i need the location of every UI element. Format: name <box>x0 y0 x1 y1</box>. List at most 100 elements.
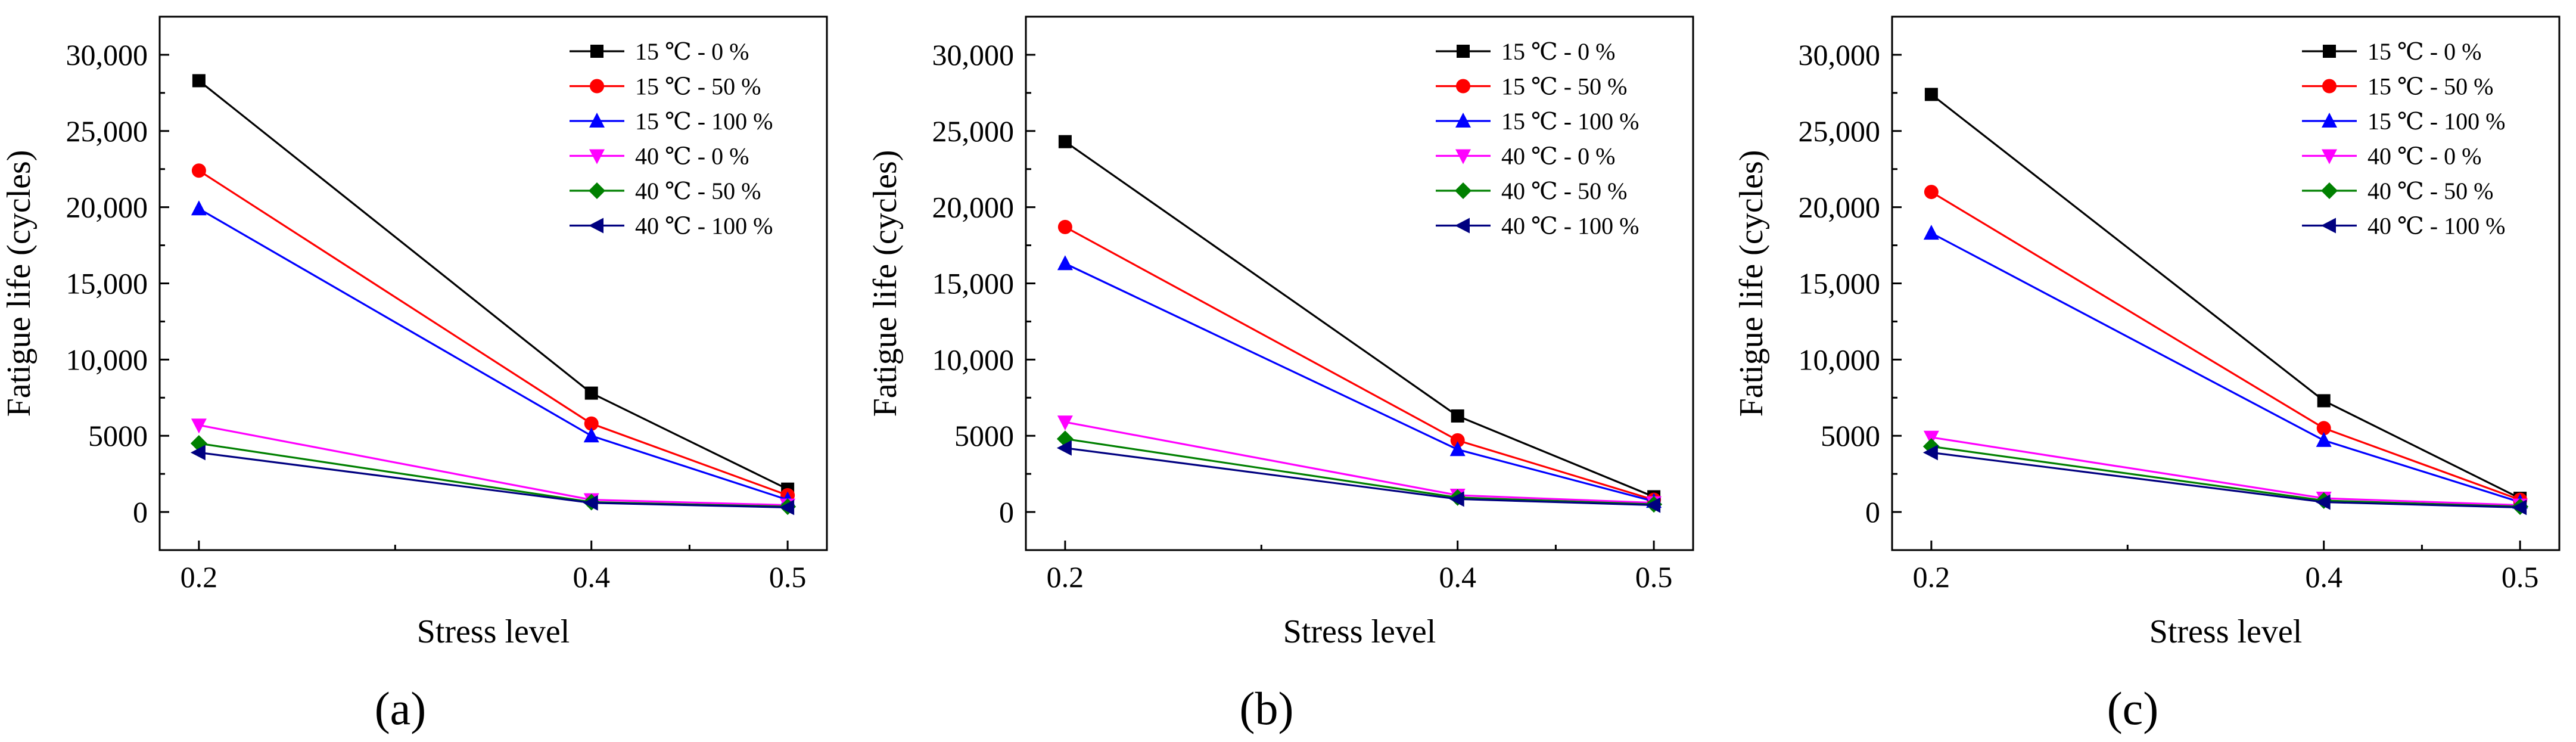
data-point <box>584 416 599 431</box>
data-point <box>1057 219 1072 234</box>
legend-item: 15 ℃ - 0 % <box>1436 38 1615 65</box>
legend-item: 40 ℃ - 0 % <box>1436 143 1615 170</box>
series-line <box>1065 421 1654 504</box>
data-point <box>191 163 206 178</box>
data-point <box>2512 499 2527 516</box>
x-tick-label: 0.2 <box>1047 560 1084 594</box>
data-point <box>1922 445 1938 461</box>
legend-marker <box>1455 218 1470 234</box>
legend-label: 40 ℃ - 100 % <box>1501 213 1639 240</box>
x-tick-label: 0.2 <box>1913 560 1950 594</box>
data-point <box>1057 415 1073 431</box>
data-point <box>2316 421 2331 436</box>
legend-item: 15 ℃ - 100 % <box>2302 108 2505 135</box>
x-tick-label: 0.2 <box>181 560 218 594</box>
data-point <box>1645 497 1661 513</box>
legend-marker <box>2322 149 2337 164</box>
legend-marker <box>1457 45 1470 58</box>
legend: 15 ℃ - 0 % 15 ℃ - 50 % 15 ℃ - 100 % 40 ℃ - … <box>1436 38 1639 240</box>
y-tick-label: 10,000 <box>1799 343 1881 376</box>
data-point <box>583 495 598 511</box>
y-tick-label: 30,000 <box>66 38 148 72</box>
series-line <box>198 80 788 490</box>
series-6 <box>1922 445 2527 516</box>
data-point <box>1056 440 1072 456</box>
y-tick-label: 10,000 <box>66 343 148 376</box>
legend-item: 40 ℃ - 100 % <box>1436 213 1639 240</box>
legend-item: 15 ℃ - 50 % <box>2302 73 2493 100</box>
y-tick-label: 25,000 <box>932 114 1015 148</box>
legend-marker <box>1455 113 1471 128</box>
panel-label: (b) <box>1240 682 1294 734</box>
x-tick-label: 0.5 <box>1635 560 1673 594</box>
legend-marker <box>2322 79 2337 94</box>
chart-panel-c: 0 5000 10,000 15,000 20,000 25,000 30,000 0.2 0.… <box>1733 15 2561 734</box>
legend-marker <box>2322 113 2337 128</box>
data-point <box>1924 88 1938 101</box>
data-point <box>2317 394 2331 408</box>
legend-item: 15 ℃ - 50 % <box>570 73 761 100</box>
y-tick-label: 20,000 <box>1799 191 1881 224</box>
y-tick-label: 25,000 <box>66 114 148 148</box>
y-tick-label: 15,000 <box>1799 267 1881 300</box>
x-tick-label: 0.4 <box>2305 560 2342 594</box>
legend-marker <box>589 182 605 199</box>
legend-item: 40 ℃ - 0 % <box>570 143 749 170</box>
legend-label: 15 ℃ - 100 % <box>1501 108 1639 135</box>
y-axis-title: Fatigue life (cycles) <box>867 150 904 417</box>
legend-item: 40 ℃ - 100 % <box>2302 213 2505 240</box>
data-point <box>1924 185 1939 200</box>
legend-label: 15 ℃ - 100 % <box>2367 108 2505 135</box>
legend-label: 40 ℃ - 50 % <box>635 178 761 204</box>
x-axis-title: Stress level <box>2149 613 2303 650</box>
series-line <box>1931 436 2521 507</box>
series-1 <box>192 74 795 496</box>
series-2 <box>1057 219 1662 507</box>
series-3 <box>191 200 796 507</box>
y-tick-label: 20,000 <box>932 191 1015 224</box>
legend-marker <box>2321 182 2338 199</box>
legend-marker <box>589 113 605 128</box>
data-point <box>583 427 599 443</box>
x-axis-title: Stress level <box>1283 613 1436 650</box>
y-tick-label: 30,000 <box>932 38 1015 72</box>
legend-label: 15 ℃ - 50 % <box>635 73 761 100</box>
legend-item: 15 ℃ - 100 % <box>1436 108 1639 135</box>
x-tick-label: 0.5 <box>769 560 807 594</box>
data-point <box>1058 135 1072 148</box>
data-point <box>191 418 207 434</box>
chart-panel-b: 0 5000 10,000 15,000 20,000 25,000 30,000 0.2 0.… <box>867 15 1694 734</box>
legend-item: 40 ℃ - 50 % <box>1436 178 1627 204</box>
legend-marker <box>590 45 603 58</box>
data-point <box>1450 433 1465 448</box>
y-axis-title: Fatigue life (cycles) <box>1 150 38 417</box>
series-line <box>198 442 788 508</box>
legend-item: 40 ℃ - 50 % <box>2302 178 2493 204</box>
series-3 <box>1057 255 1662 508</box>
legend-label: 40 ℃ - 50 % <box>1501 178 1627 204</box>
legend-item: 15 ℃ - 0 % <box>2302 38 2481 65</box>
x-axis-title: Stress level <box>417 613 570 650</box>
series-4 <box>1923 430 2528 514</box>
legend-label: 15 ℃ - 0 % <box>2367 38 2481 65</box>
series-6 <box>190 445 795 516</box>
series-line <box>1065 437 1654 505</box>
legend-marker <box>1456 79 1470 94</box>
series-6 <box>1056 440 1661 513</box>
legend-label: 15 ℃ - 100 % <box>635 108 773 135</box>
legend-label: 40 ℃ - 0 % <box>1501 143 1615 170</box>
data-point <box>190 445 206 461</box>
legend-label: 40 ℃ - 0 % <box>635 143 749 170</box>
legend-label: 40 ℃ - 100 % <box>2367 213 2505 240</box>
y-tick-label: 5000 <box>88 419 148 452</box>
legend-label: 40 ℃ - 100 % <box>635 213 773 240</box>
y-tick-label: 15,000 <box>932 267 1015 300</box>
data-point <box>191 200 207 216</box>
legend-label: 15 ℃ - 50 % <box>1501 73 1627 100</box>
data-point <box>192 74 206 88</box>
series-line <box>1065 262 1654 502</box>
legend-label: 40 ℃ - 0 % <box>2367 143 2481 170</box>
legend-marker <box>2323 45 2336 58</box>
data-point <box>1057 255 1073 271</box>
